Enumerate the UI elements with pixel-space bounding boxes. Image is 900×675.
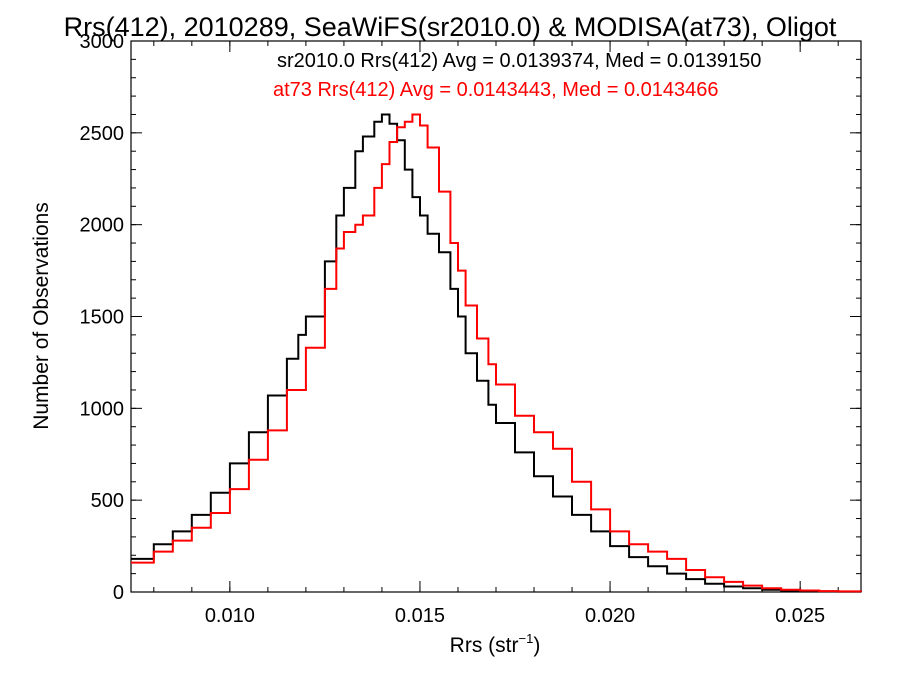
y-tick-label: 1000 — [80, 398, 125, 420]
y-axis-label: Number of Observations — [30, 202, 53, 430]
x-tick-label: 0.010 — [205, 605, 255, 627]
series-line-sr2010.0 — [131, 113, 862, 593]
x-tick-label: 0.015 — [395, 605, 445, 627]
x-axis-label: Rrs (str−1) — [450, 631, 541, 657]
x-axis-label-sup: −1 — [519, 631, 534, 646]
x-tick-label: 0.025 — [775, 605, 825, 627]
y-tick-label: 3000 — [80, 31, 125, 53]
y-tick-label: 1500 — [80, 307, 125, 329]
y-tick-label: 2500 — [80, 123, 125, 145]
legend-entry-at73: at73 Rrs(412) Avg = 0.0143443, Med = 0.0… — [273, 79, 719, 101]
y-axis: 0 500 1000 1500 2000 2500 3000 — [80, 31, 861, 604]
x-tick-label: 0.020 — [585, 605, 635, 627]
plot-frame — [130, 40, 862, 593]
x-axis-label-main: Rrs (str — [450, 634, 519, 657]
x-axis: 0.010 0.015 0.020 0.025 — [153, 41, 839, 627]
y-tick-label: 500 — [91, 490, 124, 512]
plot-area — [130, 40, 862, 593]
x-axis-label-tail: ) — [533, 634, 540, 657]
series-line-at73 — [131, 113, 862, 593]
y-tick-label: 0 — [113, 582, 124, 604]
chart-title: Rrs(412), 2010289, SeaWiFS(sr2010.0) & M… — [64, 12, 837, 42]
legend-entry-sr2010: sr2010.0 Rrs(412) Avg = 0.0139374, Med =… — [277, 50, 761, 72]
y-tick-label: 2000 — [80, 215, 125, 237]
series-layer — [131, 113, 862, 593]
